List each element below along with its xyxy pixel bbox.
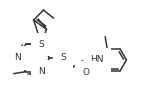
Text: N: N xyxy=(38,67,45,76)
Text: S: S xyxy=(60,53,66,62)
Text: N: N xyxy=(15,53,21,62)
Text: HN: HN xyxy=(90,55,104,64)
Text: O: O xyxy=(82,68,89,77)
Text: S: S xyxy=(39,40,44,49)
